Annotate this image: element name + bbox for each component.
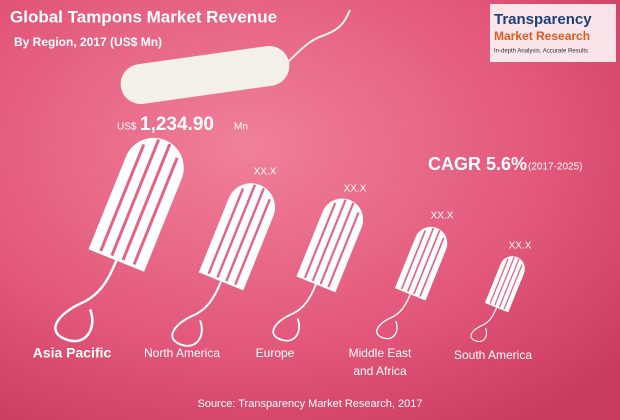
value: 1,234.90 (140, 114, 214, 135)
value-prefix: US$ (117, 122, 137, 133)
photo-tampon (120, 9, 351, 105)
region-name: Asia Pacific (33, 345, 112, 361)
logo-tagline: In-depth Analysis. Accurate Results (494, 49, 588, 55)
logo: Transparency Market Research In-depth An… (490, 4, 616, 62)
cagr-period: (2017-2025) (528, 162, 582, 173)
region-name-box: Middle East and Africa (348, 346, 412, 378)
subtitle: By Region, 2017 (US$ Mn) (14, 35, 162, 49)
region-name: South America (454, 348, 532, 362)
cagr: CAGR 5.6% (428, 154, 527, 174)
region-name: Middle East and Africa (348, 346, 412, 378)
value-unit: Mn (234, 122, 248, 133)
source: Source: Transparency Market Research, 20… (197, 398, 422, 410)
region-name: Europe (256, 346, 295, 360)
logo-line2: Market Research (494, 29, 590, 43)
region-value: XX.X (254, 167, 277, 178)
logo-line1: Transparency (494, 11, 592, 28)
region-value: XX.X (344, 184, 367, 195)
region-value: XX.X (431, 211, 454, 222)
title: Global Tampons Market Revenue (10, 7, 277, 26)
region-name: North America (144, 346, 220, 360)
region-value: XX.X (509, 241, 532, 252)
